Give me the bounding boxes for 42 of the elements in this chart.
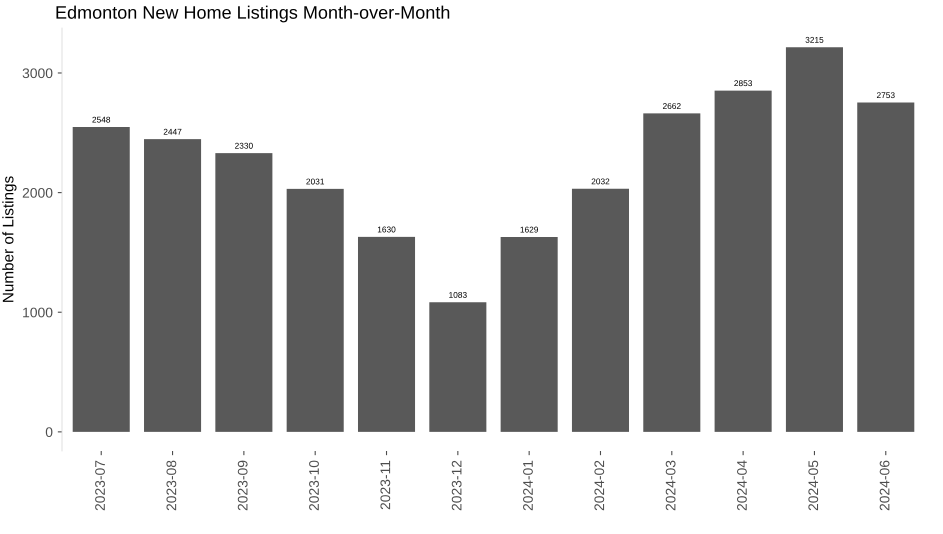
x-tick-label: 2023-12 (452, 460, 462, 510)
bar (144, 139, 202, 432)
data-label: 2032 (592, 178, 610, 184)
data-label: 2853 (734, 80, 752, 86)
x-tick-label: 2024-04 (737, 460, 747, 510)
bar (714, 90, 772, 432)
bar (286, 188, 344, 432)
bar (572, 188, 630, 432)
x-tick-label: 2024-03 (666, 460, 676, 510)
bar (429, 302, 486, 432)
data-label: 2548 (92, 116, 110, 123)
data-label: 2662 (662, 103, 681, 109)
bar (215, 153, 272, 432)
chart-title: Edmonton New Home Listings Month-over-Month (56, 6, 450, 22)
y-tick-label: 2000 (22, 188, 52, 198)
bar (72, 127, 130, 432)
bar (643, 113, 700, 432)
x-tick-label: 2024-05 (808, 460, 818, 510)
data-label: 1083 (449, 292, 467, 298)
y-tick-label: 0 (46, 427, 52, 438)
x-tick-label: 2024-06 (880, 460, 890, 510)
x-tick-label: 2023-10 (309, 460, 319, 510)
data-label: 2031 (306, 178, 324, 184)
bar (857, 102, 914, 432)
bar (358, 236, 416, 432)
x-tick-label: 2023-08 (166, 460, 176, 510)
bar (500, 236, 558, 432)
x-tick-label: 2024-01 (523, 460, 533, 510)
x-tick-label: 2023-09 (238, 460, 248, 510)
y-axis-title: Number of Listings (2, 176, 17, 302)
y-tick-label: 1000 (23, 308, 52, 318)
bar (786, 47, 843, 432)
x-tick-label: 2024-02 (594, 460, 604, 510)
x-tick-label: 2023-07 (95, 460, 105, 510)
data-label: 2447 (164, 128, 182, 135)
data-label: 3215 (806, 36, 824, 43)
x-tick-label: 2023-11 (380, 460, 390, 510)
data-label: 2330 (235, 142, 253, 149)
data-label: 1630 (378, 226, 396, 232)
data-label: 2753 (876, 92, 895, 98)
y-tick-label: 3000 (22, 68, 52, 78)
data-label: 1629 (520, 226, 538, 233)
